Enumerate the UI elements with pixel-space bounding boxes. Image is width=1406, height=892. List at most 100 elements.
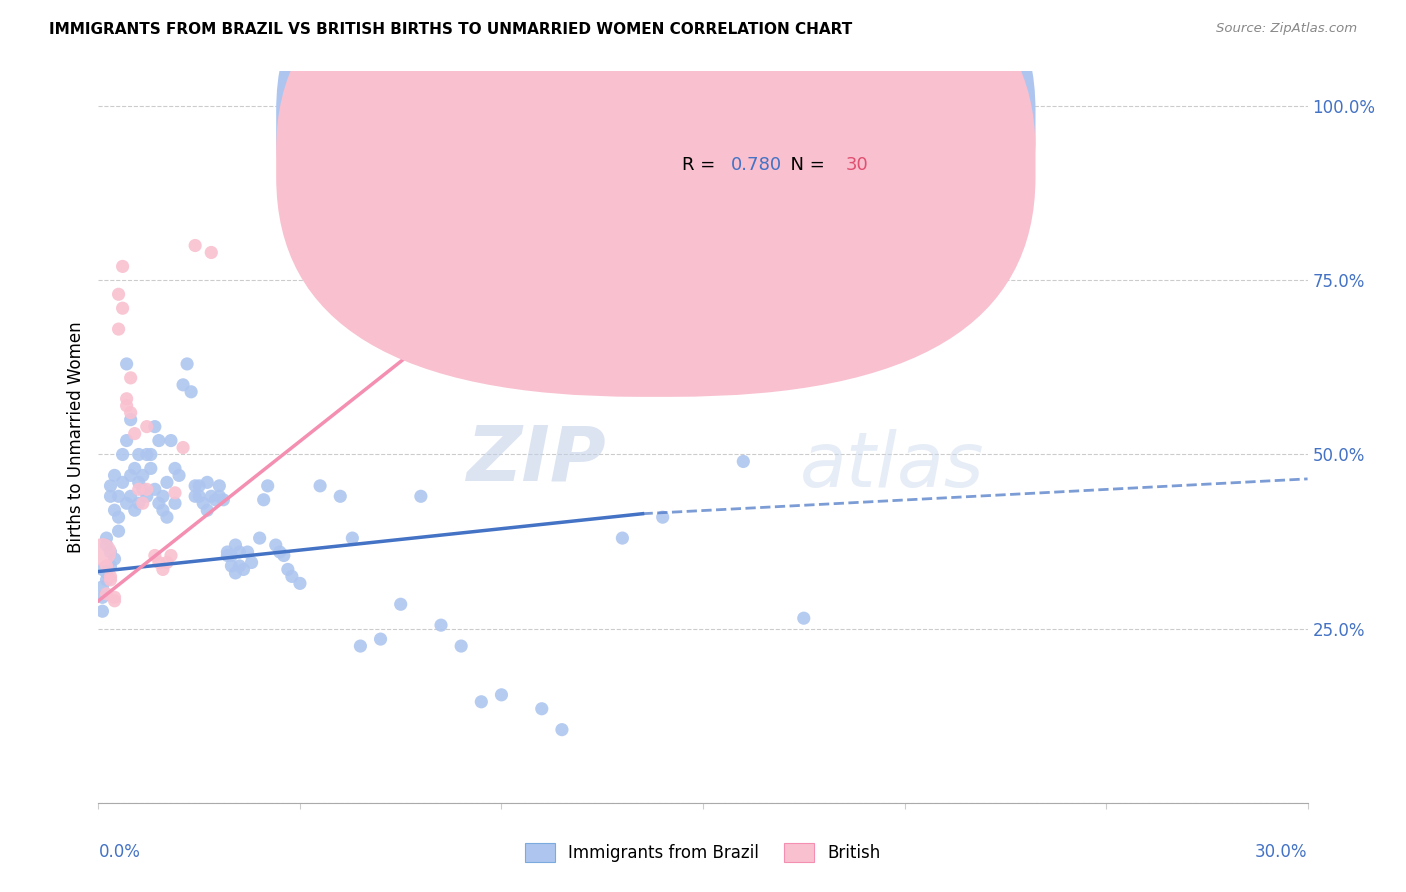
- Point: [430, 618, 453, 632]
- Text: ZIP: ZIP: [467, 422, 606, 496]
- Point: [152, 503, 174, 517]
- Point: [208, 479, 231, 493]
- Point: [111, 301, 134, 316]
- Point: [132, 483, 155, 497]
- Point: [167, 468, 190, 483]
- Point: [212, 492, 235, 507]
- Point: [188, 489, 211, 503]
- Text: 0.0%: 0.0%: [98, 843, 141, 861]
- Point: [135, 483, 157, 497]
- Point: [491, 688, 513, 702]
- Point: [249, 531, 271, 545]
- Text: N =: N =: [779, 117, 831, 135]
- Point: [152, 562, 174, 576]
- Point: [288, 576, 311, 591]
- Point: [370, 632, 392, 646]
- Point: [156, 510, 179, 524]
- Point: [100, 558, 122, 573]
- Point: [100, 489, 122, 503]
- FancyBboxPatch shape: [276, 0, 1035, 397]
- Point: [107, 510, 129, 524]
- Point: [195, 503, 218, 517]
- Point: [277, 562, 299, 576]
- Point: [349, 639, 371, 653]
- Point: [91, 604, 114, 618]
- Text: 94: 94: [845, 117, 869, 135]
- Point: [148, 556, 170, 570]
- Point: [329, 489, 352, 503]
- Point: [120, 468, 142, 483]
- Point: [733, 454, 755, 468]
- Point: [132, 496, 155, 510]
- Point: [100, 479, 122, 493]
- Point: [128, 448, 150, 462]
- Point: [240, 556, 263, 570]
- Point: [115, 392, 138, 406]
- Point: [100, 569, 122, 583]
- Point: [148, 496, 170, 510]
- Point: [91, 591, 114, 605]
- Point: [115, 434, 138, 448]
- Point: [91, 580, 114, 594]
- Text: 0.101: 0.101: [731, 117, 782, 135]
- Point: [470, 695, 492, 709]
- Point: [264, 538, 287, 552]
- Text: R =: R =: [682, 156, 721, 174]
- Point: [200, 245, 222, 260]
- Point: [96, 566, 118, 580]
- Point: [96, 538, 118, 552]
- Point: [195, 475, 218, 490]
- Point: [253, 492, 276, 507]
- Point: [128, 483, 150, 497]
- Point: [135, 489, 157, 503]
- Point: [103, 552, 125, 566]
- Point: [256, 479, 278, 493]
- Point: [224, 566, 246, 580]
- Point: [160, 434, 183, 448]
- Point: [100, 573, 122, 587]
- Point: [228, 558, 250, 573]
- Point: [342, 531, 364, 545]
- Text: atlas: atlas: [800, 429, 984, 503]
- Point: [651, 510, 673, 524]
- Point: [163, 485, 186, 500]
- Point: [208, 489, 231, 503]
- Point: [120, 489, 142, 503]
- Point: [91, 545, 114, 559]
- Point: [124, 461, 146, 475]
- Point: [228, 545, 250, 559]
- Text: Source: ZipAtlas.com: Source: ZipAtlas.com: [1216, 22, 1357, 36]
- FancyBboxPatch shape: [276, 0, 1035, 358]
- Point: [120, 412, 142, 426]
- Point: [309, 479, 332, 493]
- Text: 0.780: 0.780: [731, 156, 782, 174]
- Point: [651, 123, 673, 137]
- Point: [193, 496, 215, 510]
- Point: [143, 483, 166, 497]
- Point: [115, 357, 138, 371]
- FancyBboxPatch shape: [619, 101, 939, 192]
- Point: [172, 377, 194, 392]
- Text: N =: N =: [779, 156, 831, 174]
- Text: 30.0%: 30.0%: [1256, 843, 1308, 861]
- Point: [221, 549, 243, 563]
- Point: [103, 468, 125, 483]
- Point: [551, 723, 574, 737]
- Point: [107, 489, 129, 503]
- Point: [135, 419, 157, 434]
- Point: [163, 496, 186, 510]
- Point: [204, 492, 226, 507]
- Point: [530, 702, 553, 716]
- Point: [200, 489, 222, 503]
- Point: [221, 558, 243, 573]
- Point: [184, 489, 207, 503]
- Point: [217, 549, 239, 563]
- Point: [163, 461, 186, 475]
- Point: [135, 448, 157, 462]
- Point: [139, 448, 162, 462]
- Point: [120, 406, 142, 420]
- Point: [389, 597, 412, 611]
- Point: [132, 468, 155, 483]
- Point: [128, 475, 150, 490]
- Point: [148, 434, 170, 448]
